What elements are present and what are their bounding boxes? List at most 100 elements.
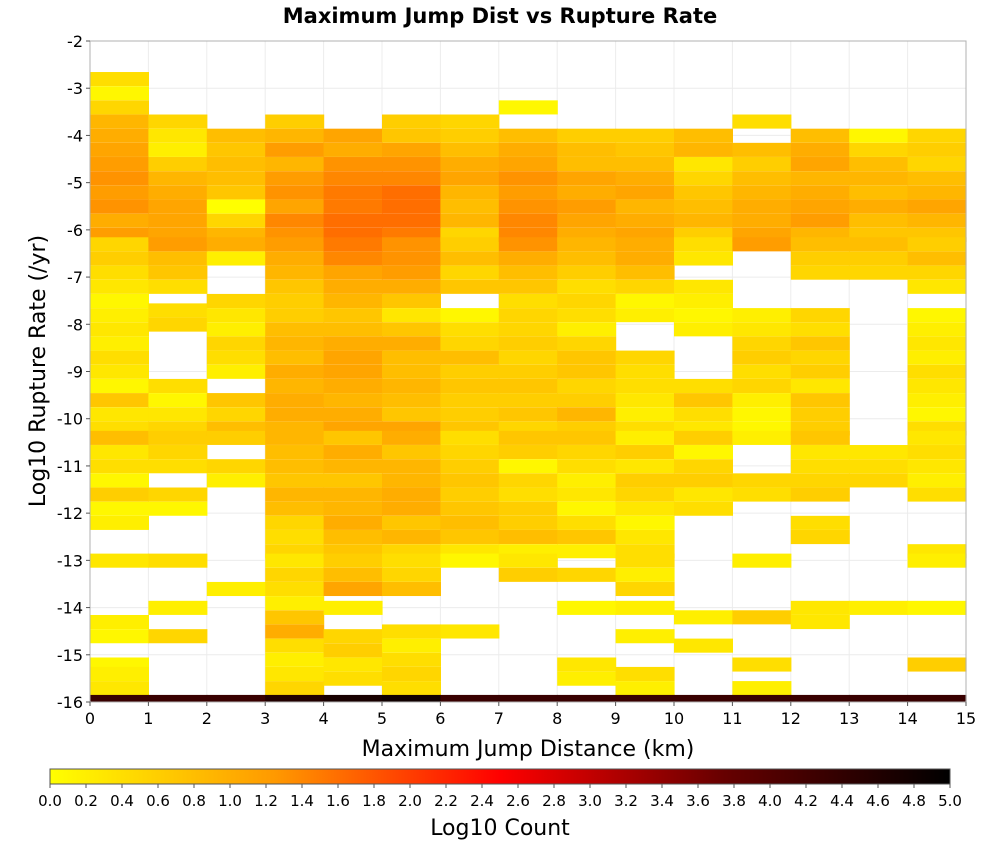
heatmap-cell: [440, 265, 500, 280]
heatmap-cell: [265, 459, 325, 474]
heatmap-cell: [557, 445, 617, 460]
heatmap-cell: [615, 265, 675, 280]
heatmap-cell: [90, 681, 149, 696]
colorbar-tick-label: 0.8: [182, 792, 206, 810]
heatmap-cell: [732, 171, 792, 186]
heatmap-cell: [90, 100, 149, 115]
heatmap-cell: [90, 308, 149, 323]
heatmap-cell: [790, 487, 850, 502]
heatmap-cell: [498, 185, 558, 200]
heatmap-cell: [498, 407, 558, 422]
heatmap-cell: [849, 694, 909, 702]
heatmap-cell: [732, 378, 792, 394]
heatmap-cell: [90, 279, 149, 294]
heatmap-cell: [323, 567, 383, 582]
heatmap-cell: [732, 553, 792, 568]
heatmap-cell: [206, 364, 266, 379]
heatmap-cell: [615, 364, 675, 379]
y-tick-label: -3: [67, 79, 83, 98]
heatmap-cell: [907, 265, 967, 280]
y-tick-label: -9: [67, 363, 83, 382]
heatmap-cell: [148, 279, 208, 294]
heatmap-cell: [382, 128, 441, 143]
heatmap-cell: [323, 185, 383, 200]
heatmap-cell: [674, 171, 733, 186]
heatmap-cell: [615, 213, 675, 228]
heatmap-cell: [265, 501, 325, 516]
heatmap-cell: [148, 185, 208, 200]
heatmap-cell: [615, 487, 675, 502]
heatmap-cell: [265, 596, 325, 611]
heatmap-cell: [382, 336, 441, 351]
heatmap-cell: [615, 445, 675, 460]
heatmap-cell: [907, 694, 967, 702]
heatmap-cell: [206, 336, 266, 351]
heatmap-cell: [265, 279, 325, 294]
x-tick-label: 8: [552, 709, 562, 728]
heatmap-cell: [206, 128, 266, 143]
heatmap-cell: [557, 279, 617, 294]
heatmap-cell: [557, 657, 617, 672]
heatmap-cell: [557, 265, 617, 280]
heatmap-cell: [732, 308, 792, 323]
heatmap-cell: [498, 279, 558, 294]
heatmap-cell: [790, 515, 850, 530]
heatmap-cell: [557, 251, 617, 266]
heatmap-cell: [790, 308, 850, 323]
heatmap-cell: [615, 600, 675, 615]
heatmap-cell: [90, 459, 149, 474]
heatmap-cell: [206, 171, 266, 186]
x-tick-label: 2: [202, 709, 212, 728]
heatmap-cell: [206, 199, 266, 214]
heatmap-cell: [323, 336, 383, 351]
x-axis-ticks: 0 1 2 3 4 5 6 7 8 9 10 11 12 13 14 15: [85, 702, 976, 728]
heatmap-cell: [148, 600, 208, 615]
heatmap-cell: [148, 501, 208, 516]
heatmap-cell: [907, 279, 967, 294]
heatmap-cell: [557, 364, 617, 379]
heatmap-cell: [674, 393, 733, 408]
heatmap-cell: [907, 128, 967, 143]
heatmap-cell: [732, 681, 792, 696]
heatmap-cell: [615, 694, 675, 702]
heatmap-cell: [265, 157, 325, 172]
heatmap-cell: [382, 694, 441, 702]
heatmap-cell: [790, 350, 850, 365]
heatmap-cell: [382, 473, 441, 488]
x-tick-label: 4: [319, 709, 329, 728]
heatmap-cell: [148, 487, 208, 502]
colorbar-tick-label: 3.0: [578, 792, 602, 810]
heatmap-cell: [382, 581, 441, 597]
heatmap-cell: [265, 213, 325, 228]
heatmap-cell: [498, 237, 558, 252]
heatmap-cell: [674, 251, 733, 266]
heatmap-cell: [498, 322, 558, 337]
heatmap-cell: [557, 600, 617, 615]
heatmap-cell: [557, 430, 617, 445]
heatmap-cells: [90, 72, 967, 702]
heatmap-cell: [615, 251, 675, 266]
heatmap-cell: [90, 473, 149, 488]
heatmap-cell: [265, 638, 325, 653]
heatmap-cell: [148, 142, 208, 157]
heatmap-cell: [148, 265, 208, 280]
heatmap-cell: [382, 265, 441, 280]
heatmap-cell: [674, 308, 733, 323]
heatmap-cell: [907, 199, 967, 214]
y-axis-label: Log10 Rupture Rate (/yr): [26, 235, 51, 507]
heatmap-cell: [557, 185, 617, 200]
heatmap-cell: [148, 694, 208, 702]
heatmap-cell: [615, 666, 675, 682]
heatmap-cell: [265, 251, 325, 266]
heatmap-cell: [849, 265, 909, 280]
heatmap-cell: [732, 473, 792, 488]
heatmap-cell: [674, 199, 733, 214]
heatmap-cell: [732, 430, 792, 445]
heatmap-cell: [440, 364, 500, 379]
heatmap-cell: [615, 185, 675, 200]
heatmap-cell: [907, 308, 967, 323]
heatmap-cell: [323, 530, 383, 545]
colorbar-tick-label: 2.0: [398, 792, 422, 810]
heatmap-cell: [323, 293, 383, 309]
